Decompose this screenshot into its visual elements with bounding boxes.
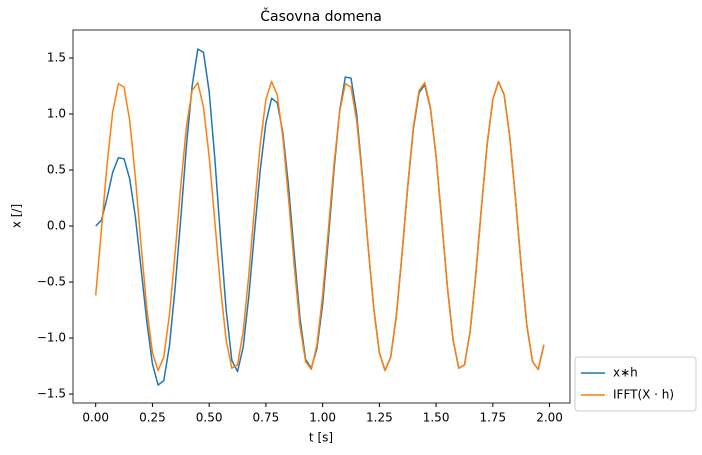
y-tick-label: −1.0 bbox=[37, 331, 66, 345]
y-axis-label: x [/] bbox=[10, 204, 24, 228]
y-tick-label: 0.5 bbox=[47, 163, 66, 177]
series-line bbox=[95, 48, 545, 386]
x-tick-label: 0.00 bbox=[82, 411, 109, 425]
legend-box bbox=[574, 356, 697, 412]
legend-label: IFFT(X · h) bbox=[613, 388, 674, 402]
x-tick-label: 1.25 bbox=[366, 411, 393, 425]
y-tick-label: −1.5 bbox=[37, 387, 66, 401]
x-tick-label: 1.00 bbox=[309, 411, 336, 425]
x-tick-label: 1.50 bbox=[423, 411, 450, 425]
x-tick-label: 1.75 bbox=[479, 411, 506, 425]
y-tick-label: 0.0 bbox=[47, 219, 66, 233]
y-tick-label: 1.0 bbox=[47, 107, 66, 121]
y-tick-label: −0.5 bbox=[37, 275, 66, 289]
x-axis-label: t [s] bbox=[309, 431, 333, 445]
x-tick-label: 0.25 bbox=[139, 411, 166, 425]
x-tick-label: 0.50 bbox=[196, 411, 223, 425]
y-tick-label: 1.5 bbox=[47, 51, 66, 65]
axes-frame bbox=[72, 29, 571, 404]
x-tick-label: 2.00 bbox=[536, 411, 563, 425]
series-line bbox=[94, 80, 545, 372]
chart-title: Časovna domena bbox=[260, 7, 382, 25]
legend-label: x∗h bbox=[613, 366, 638, 380]
x-tick-label: 0.75 bbox=[253, 411, 280, 425]
